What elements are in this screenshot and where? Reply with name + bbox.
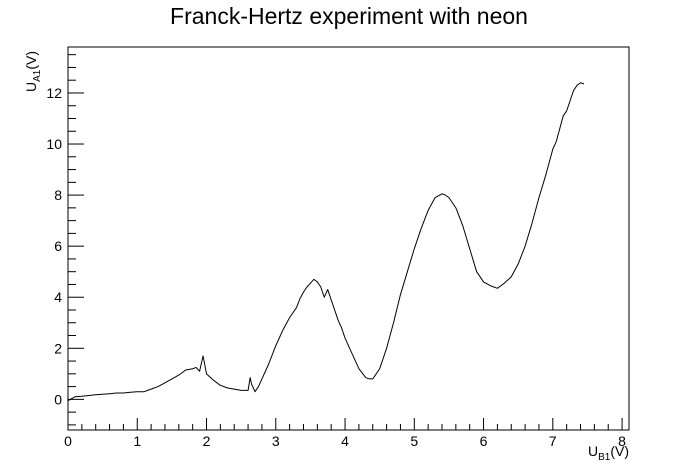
series-line — [67, 82, 585, 402]
svg-text:UA1(V): UA1(V) — [23, 51, 43, 92]
x-axis-label: UB1(V) — [588, 443, 629, 463]
y-tick-label: 2 — [54, 340, 62, 356]
y-tick-label: 8 — [54, 187, 62, 203]
x-tick-label: 5 — [410, 433, 418, 449]
x-axis-label-unit: (V) — [610, 443, 629, 459]
plot-frame — [67, 46, 630, 431]
y-tick-label: 4 — [54, 289, 62, 305]
y-axis: 0 2 4 6 8 10 12 — [46, 54, 84, 426]
x-tick-label: 6 — [480, 433, 488, 449]
y-tick-label: 6 — [54, 238, 62, 254]
y-tick-label: 0 — [54, 391, 62, 407]
series-layer — [67, 82, 585, 402]
y-tick-label: 10 — [46, 136, 62, 152]
x-axis-label-sub: B1 — [598, 452, 611, 463]
x-axis: 0 1 2 3 4 5 6 7 8 — [64, 418, 626, 449]
chart-title: Franck-Hertz experiment with neon — [170, 3, 528, 29]
y-axis-label: UA1(V) — [23, 51, 43, 92]
y-tick-label: 12 — [46, 85, 62, 101]
x-tick-label: 8 — [618, 433, 626, 449]
x-tick-label: 0 — [64, 433, 72, 449]
svg-text:UB1(V): UB1(V) — [588, 443, 629, 463]
y-axis-label-sub: A1 — [32, 69, 43, 82]
x-tick-label: 1 — [133, 433, 141, 449]
x-tick-label: 7 — [549, 433, 557, 449]
y-axis-label-unit: (V) — [23, 51, 39, 70]
x-tick-label: 4 — [341, 433, 349, 449]
x-axis-label-main: U — [588, 443, 598, 459]
y-axis-label-main: U — [23, 82, 39, 92]
x-tick-label: 2 — [203, 433, 211, 449]
x-tick-label: 3 — [272, 433, 280, 449]
